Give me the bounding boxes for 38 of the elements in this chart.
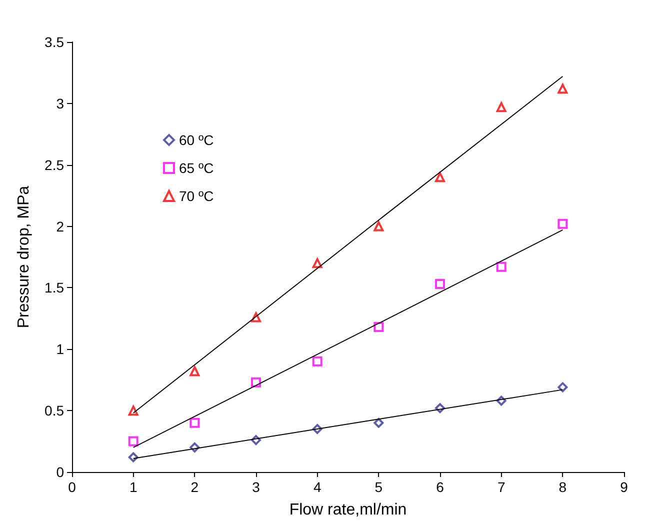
point [128, 436, 138, 446]
point [496, 262, 506, 272]
x-tick-label: 5 [374, 479, 383, 495]
legend-label: 70 ºC [179, 188, 214, 204]
point [435, 172, 445, 182]
x-tick-label: 7 [497, 479, 506, 495]
y-tick-label: 2.5 [44, 156, 64, 173]
x-tick-label: 4 [313, 479, 322, 495]
x-tick-label: 2 [190, 479, 199, 495]
point [558, 382, 568, 392]
point [312, 356, 322, 366]
legend-label: 60 ºC [179, 132, 214, 148]
point [374, 418, 384, 428]
point [190, 418, 200, 428]
point [312, 258, 322, 268]
y-tick-label: 1.5 [44, 280, 64, 296]
y-tick-label: 1 [56, 341, 64, 358]
point [558, 84, 568, 94]
y-tick-label: 3.5 [44, 34, 64, 50]
legend-label: 65 ºC [179, 160, 214, 176]
y-tick-label: 0 [56, 464, 64, 480]
point [558, 218, 568, 229]
x-tick-label: 0 [68, 479, 76, 495]
point [496, 102, 506, 112]
x-tick-label: 6 [436, 479, 444, 495]
x-tick-label: 9 [620, 479, 628, 495]
y-tick-label: 0.5 [44, 402, 64, 419]
y-tick-label: 3 [56, 95, 64, 112]
y-axis-title: Pressure drop, MPa [16, 186, 32, 328]
x-axis-title: Flow rate,ml/min [289, 502, 407, 518]
point [435, 279, 445, 290]
point [374, 221, 384, 232]
point [374, 322, 384, 332]
x-tick-label: 3 [252, 479, 260, 495]
x-tick-label: 1 [129, 479, 138, 495]
point [190, 366, 200, 376]
y-tick-label: 2 [56, 218, 64, 234]
x-tick-label: 8 [558, 479, 567, 495]
